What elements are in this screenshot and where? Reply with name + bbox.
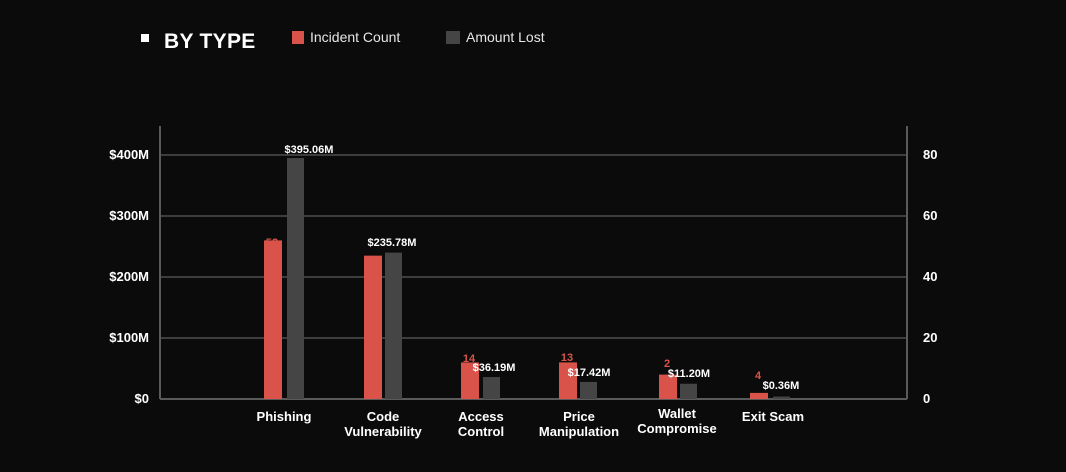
bar-amount-lost: [483, 377, 500, 399]
data-label-incident-count: 13: [561, 352, 573, 364]
legend-label-amount: Amount Lost: [466, 29, 545, 45]
x-category-label-line: Compromise: [637, 421, 716, 436]
bars: [264, 158, 790, 399]
y-left-tick-label: $200M: [109, 269, 149, 284]
data-label-amount-lost: $395.06M: [285, 144, 334, 156]
data-label-incident-count: 47: [364, 255, 376, 267]
x-category-label-line: Vulnerability: [344, 424, 422, 439]
y-left-tick-label: $400M: [109, 147, 149, 162]
bar-incident-count: [559, 362, 577, 399]
y-left-tick-label: $0: [135, 391, 149, 406]
y-left-tick-label: $100M: [109, 330, 149, 345]
y-right-tick-label: 80: [923, 147, 937, 162]
data-label-incident-count: 4: [755, 370, 762, 382]
y-right-tick-label: 60: [923, 208, 937, 223]
chart-title: BY TYPE: [164, 30, 256, 53]
x-category-label-line: Price: [563, 409, 595, 424]
y-right-tick-label: 20: [923, 330, 937, 345]
x-category-label-line: Exit Scam: [742, 409, 804, 424]
x-category-label-line: Control: [458, 424, 504, 439]
x-category-label: Price Manipulation: [539, 409, 619, 439]
x-category-label: Access Control: [458, 409, 504, 439]
x-category-label-line: Wallet: [658, 406, 696, 421]
bar-amount-lost: [773, 396, 790, 399]
x-category-label-line: Code: [367, 409, 400, 424]
legend-label-count: Incident Count: [310, 29, 400, 45]
data-label-amount-lost: $0.36M: [763, 380, 800, 392]
data-label-amount-lost: $17.42M: [568, 367, 611, 379]
data-label-amount-lost: $235.78M: [368, 237, 417, 249]
bar-amount-lost: [287, 158, 304, 399]
category-labels: Phishing Code Vulnerability Access Control Pr…: [257, 406, 805, 439]
title-bullet-icon: [141, 34, 149, 42]
x-category-label-line: Access: [458, 409, 504, 424]
bar-incident-count: [750, 392, 768, 399]
data-label-amount-lost: $11.20M: [668, 368, 710, 380]
bar-incident-count: [364, 255, 382, 399]
data-labels: 52 47 14 13 2 4 $395.06M $235.78M $36.19M $17.42M…: [266, 144, 799, 392]
x-category-label-line: Manipulation: [539, 424, 619, 439]
bar-incident-count: [659, 374, 677, 399]
y-left-tick-label: $300M: [109, 208, 149, 223]
y-right-tick-label: 40: [923, 269, 937, 284]
bar-amount-lost: [385, 252, 402, 399]
grid-lines: [160, 154, 907, 339]
data-label-amount-lost: $36.19M: [473, 362, 516, 374]
bar-incident-count: [461, 362, 479, 399]
x-category-label: Wallet Compromise: [637, 406, 716, 436]
bar-amount-lost: [680, 383, 697, 399]
data-label-incident-count: 2: [664, 358, 670, 370]
legend: Incident Count Amount Lost: [292, 29, 545, 45]
x-category-label-line: Phishing: [257, 409, 312, 424]
x-category-label: Exit Scam: [742, 409, 804, 424]
bar-amount-lost: [580, 381, 597, 399]
x-category-label: Code Vulnerability: [344, 409, 422, 439]
data-label-incident-count: 14: [463, 353, 476, 365]
legend-swatch-count-icon: [292, 31, 304, 44]
axes: $0 $100M $200M $300M $400M 0 20 40 60 80: [109, 126, 937, 406]
legend-swatch-amount-icon: [446, 31, 460, 44]
x-category-label: Phishing: [257, 409, 312, 424]
data-label-incident-count: 52: [266, 237, 278, 249]
bar-incident-count: [264, 240, 282, 399]
y-right-tick-label: 0: [923, 391, 930, 406]
